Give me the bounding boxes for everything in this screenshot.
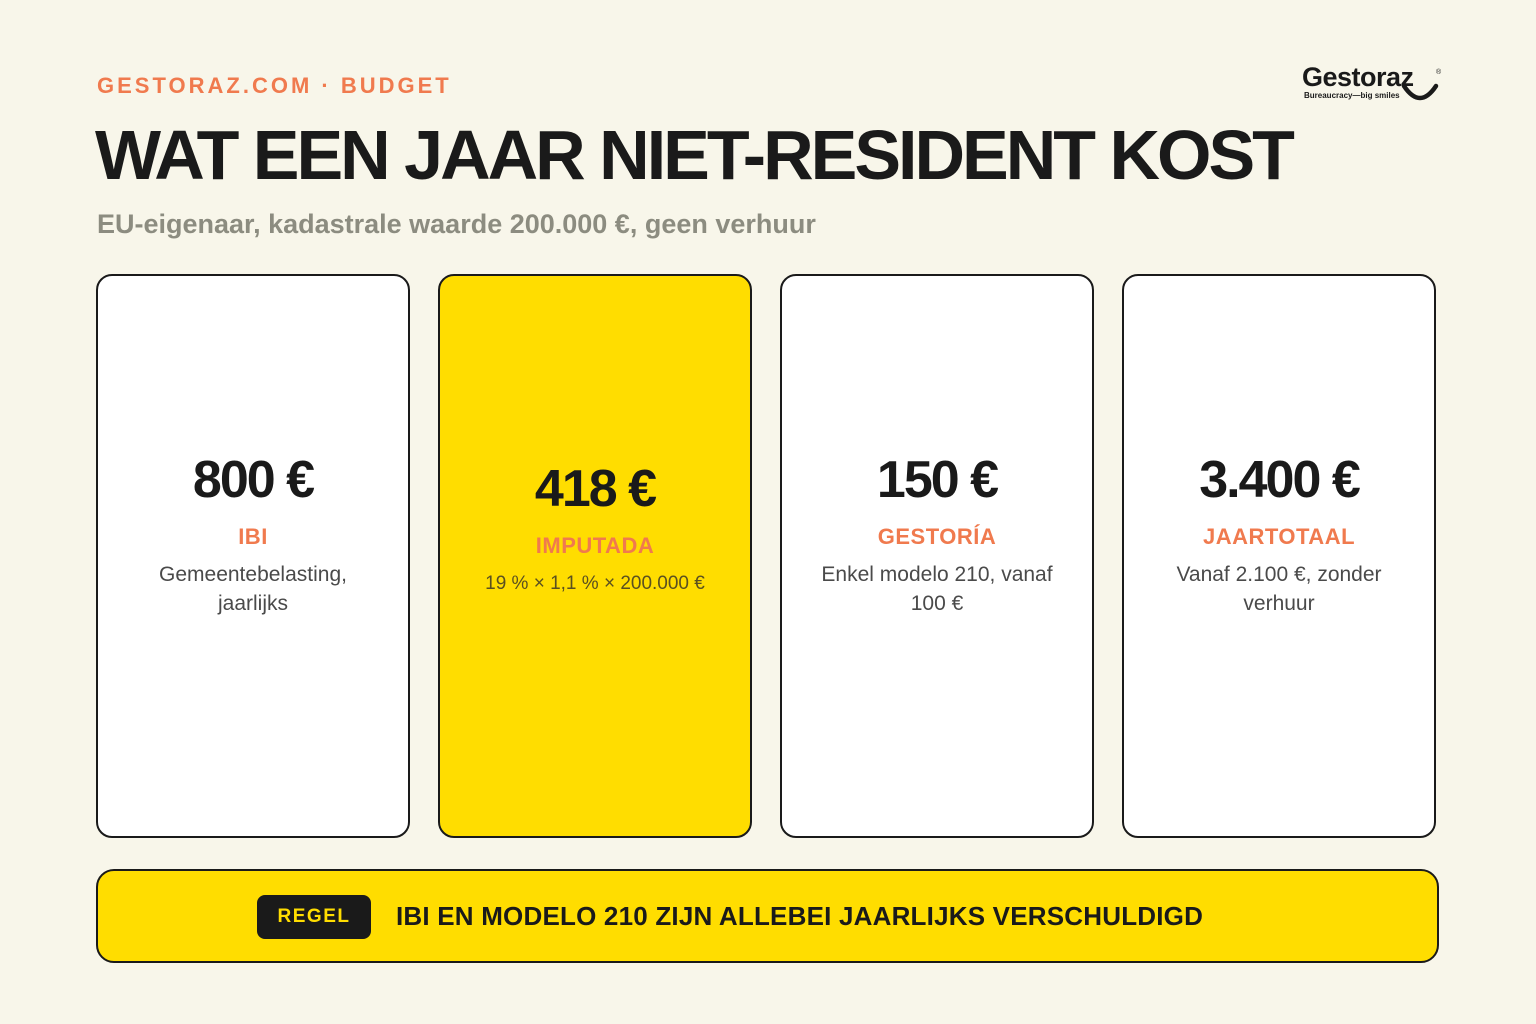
card-description: Enkel modelo 210, vanaf 100 € — [821, 563, 1053, 615]
card-description: Vanaf 2.100 €, zonder verhuur — [1176, 563, 1382, 615]
rule-banner: REGEL IBI EN MODELO 210 ZIJN ALLEBEI JAA… — [96, 869, 1439, 963]
card-value: 800 € — [192, 451, 315, 509]
rule-badge: REGEL — [257, 895, 371, 939]
card-label: GESTORÍA — [877, 524, 997, 549]
card-label: JAARTOTAAL — [1202, 524, 1356, 549]
page-title: WAT EEN JAAR NIET-RESIDENT KOST — [95, 116, 1295, 194]
logo-tagline: Bureaucracy—big smiles — [1304, 91, 1400, 100]
card-value: 3.400 € — [1199, 451, 1361, 509]
card-value: 150 € — [876, 451, 999, 509]
cost-card-ibi: 800 € IBI Gemeentebelasting, jaarlijks — [96, 274, 410, 838]
cost-card-imputada: 418 € IMPUTADA 19 % × 1,1 % × 200.000 € — [438, 274, 752, 838]
card-label: IMPUTADA — [535, 532, 655, 558]
gestoraz-logo[interactable]: Gestoraz ® Bureaucracy—big smiles — [1302, 62, 1447, 110]
logo-registered-mark: ® — [1436, 69, 1442, 76]
eyebrow-label: GESTORAZ.COM · BUDGET — [97, 73, 452, 98]
page-subtitle: EU-eigenaar, kadastrale waarde 200.000 €… — [97, 209, 816, 239]
cost-card-jaartotaal: 3.400 € JAARTOTAAL Vanaf 2.100 €, zonder… — [1122, 274, 1436, 838]
card-description: 19 % × 1,1 % × 200.000 € — [485, 572, 705, 594]
card-label: IBI — [238, 524, 268, 549]
card-value: 418 € — [534, 459, 657, 518]
logo-wordmark: Gestoraz — [1302, 62, 1414, 92]
cost-card-gestoria: 150 € GESTORÍA Enkel modelo 210, vanaf 1… — [780, 274, 1094, 838]
card-description: Gemeentebelasting, jaarlijks — [159, 563, 347, 615]
smile-icon — [1401, 83, 1439, 101]
rule-text: IBI EN MODELO 210 ZIJN ALLEBEI JAARLIJKS… — [396, 901, 1204, 931]
